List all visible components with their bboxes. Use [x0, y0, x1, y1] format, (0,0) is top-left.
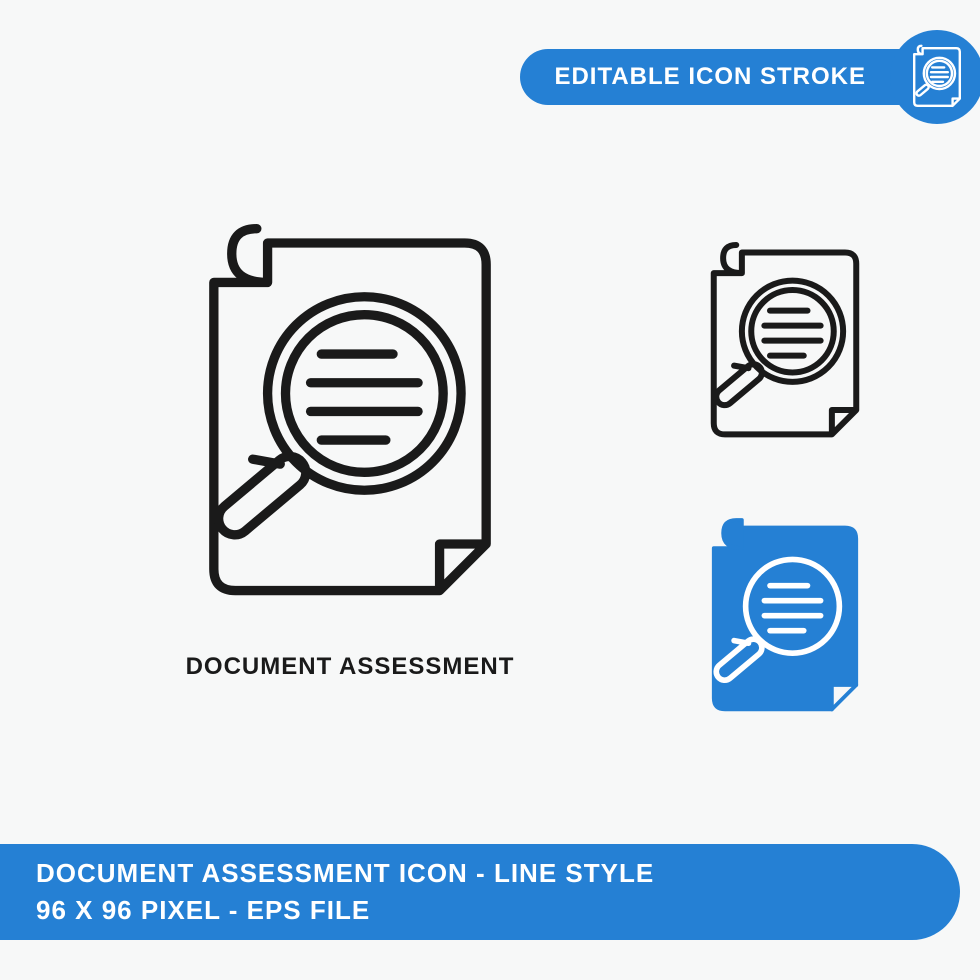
document-assessment-icon	[905, 41, 969, 113]
header-badge-pill: EDITABLE ICON STROKE	[520, 49, 936, 105]
header-badge: EDITABLE ICON STROKE	[520, 32, 980, 122]
document-assessment-icon	[685, 230, 885, 455]
header-badge-circle	[890, 30, 980, 124]
document-assessment-icon	[685, 505, 885, 730]
footer-bar: DOCUMENT ASSESSMENT ICON - LINE STYLE 96…	[0, 844, 960, 940]
variant-column	[670, 230, 900, 730]
header-badge-text: EDITABLE ICON STROKE	[554, 63, 866, 91]
main-icon-area: DOCUMENT ASSESSMENT	[130, 200, 570, 681]
main-icon-label: DOCUMENT ASSESSMENT	[130, 653, 570, 681]
footer-line-1: DOCUMENT ASSESSMENT ICON - LINE STYLE	[36, 858, 960, 889]
document-assessment-icon	[150, 200, 550, 630]
footer-line-2: 96 X 96 PIXEL - EPS FILE	[36, 895, 960, 926]
